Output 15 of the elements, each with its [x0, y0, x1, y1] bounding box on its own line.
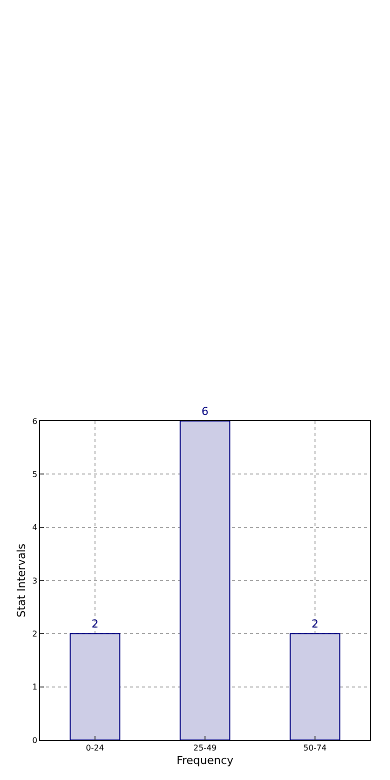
x-tick-label: 0-24: [86, 744, 104, 753]
y-tick-label: 4: [32, 523, 38, 532]
data-label: 2: [92, 618, 98, 631]
y-tick-label: 6: [32, 416, 38, 426]
x-axis-title: Frequency: [176, 754, 234, 767]
x-tick-label: 50-74: [303, 744, 327, 753]
x-tick-label: 25-49: [193, 744, 217, 753]
y-tick-label: 1: [32, 682, 38, 692]
y-tick-label: 5: [32, 470, 38, 479]
y-axis-title: Stat Intervals: [14, 543, 28, 618]
data-label: 6: [202, 405, 208, 418]
y-tick-label: 0: [32, 736, 38, 745]
data-label: 2: [312, 618, 318, 631]
y-tick-label: 3: [32, 576, 38, 586]
y-tick-label: 2: [32, 629, 38, 638]
